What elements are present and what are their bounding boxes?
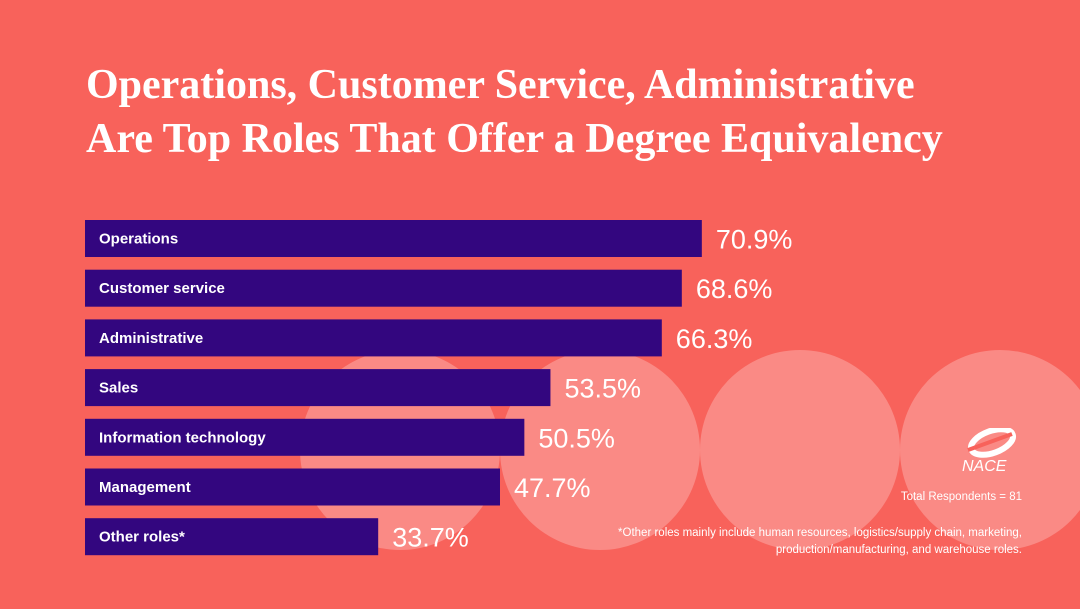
bar-value-label: 50.5%	[538, 423, 615, 453]
total-respondents: Total Respondents = 81	[900, 491, 1022, 503]
bar	[85, 319, 662, 357]
title-line-1: Operations, Customer Service, Administra…	[86, 62, 915, 108]
bar-value-label: 66.3%	[676, 324, 753, 354]
bar-category-label: Administrative	[99, 330, 203, 347]
bar-value-label: 53.5%	[564, 374, 641, 404]
bar-category-label: Other roles*	[99, 529, 185, 546]
footnote: *Other roles mainly include human resour…	[618, 527, 1022, 556]
bar	[85, 269, 682, 307]
bar-value-label: 47.7%	[514, 473, 591, 503]
bar	[85, 418, 525, 456]
bar-category-label: Operations	[99, 231, 178, 248]
bar-value-label: 70.9%	[716, 225, 793, 255]
bar	[85, 220, 702, 257]
bar-category-label: Information technology	[99, 429, 266, 446]
bar-category-label: Management	[99, 479, 191, 496]
bar-category-label: Sales	[99, 380, 138, 397]
bar-value-label: 33.7%	[392, 523, 469, 553]
nace-logo-icon	[967, 428, 1017, 458]
nace-logo-text: NACE	[962, 458, 1007, 475]
bar	[85, 369, 551, 407]
bar	[85, 468, 500, 506]
bar	[85, 518, 379, 556]
title-line-2: Are Top Roles That Offer a Degree Equiva…	[86, 116, 943, 162]
bar-category-label: Customer service	[99, 280, 225, 297]
chart-title: Operations, Customer Service, Administra…	[86, 58, 1066, 166]
bar-value-label: 68.6%	[696, 274, 773, 304]
